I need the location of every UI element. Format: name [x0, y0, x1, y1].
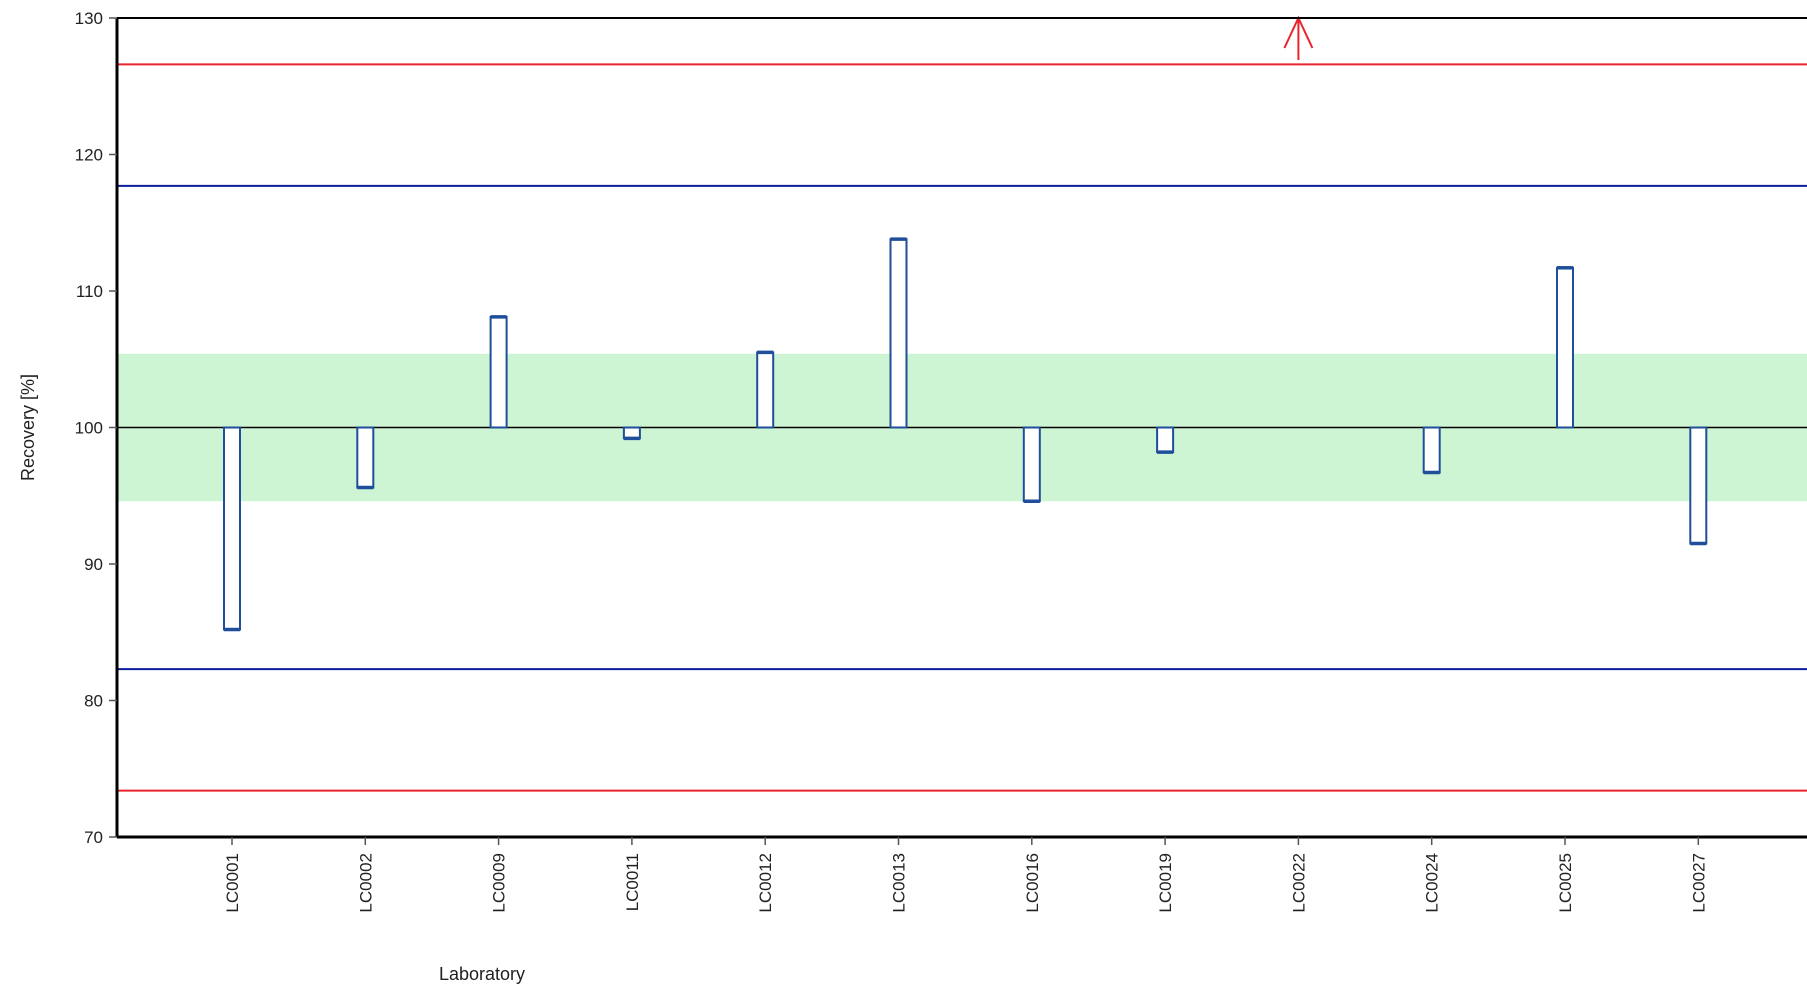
limit-lines-layer: [117, 63, 1807, 792]
x-tick-label-LC0002: LC0002: [356, 853, 375, 913]
x-tick-label-LC0019: LC0019: [1156, 853, 1175, 913]
x-tick-label-LC0024: LC0024: [1423, 853, 1442, 913]
bar-LC0012: [756, 351, 775, 429]
x-tick-label-LC0012: LC0012: [756, 853, 775, 913]
bar-LC0024: [1422, 426, 1441, 474]
y-tick-label-80: 80: [84, 692, 103, 711]
axes-layer: [109, 17, 1807, 845]
x-tick-label-LC0009: LC0009: [490, 853, 509, 913]
x-tick-label-LC0016: LC0016: [1023, 853, 1042, 913]
x-tick-label-LC0011: LC0011: [623, 853, 642, 911]
bar-LC0002: [356, 426, 375, 489]
bar-LC0027: [1689, 426, 1708, 545]
bar-LC0001: [223, 426, 241, 631]
y-tick-label-90: 90: [84, 555, 103, 574]
y-tick-label-100: 100: [75, 419, 103, 438]
bar-LC0009: [489, 315, 508, 429]
y-tick-label-120: 120: [75, 146, 103, 165]
bar-LC0016: [1022, 426, 1041, 503]
y-tick-label-130: 130: [75, 9, 103, 28]
off-scale-arrow-LC0022: [1283, 15, 1314, 60]
bar-LC0019: [1156, 426, 1175, 454]
y-axis-title: Recovery [%]: [18, 374, 38, 481]
bars-layer: [223, 15, 1708, 632]
y-tick-label-110: 110: [76, 282, 103, 301]
x-tick-label-LC0013: LC0013: [890, 853, 909, 913]
x-tick-label-LC0027: LC0027: [1689, 853, 1708, 913]
bar-LC0013: [889, 238, 908, 429]
x-tick-label-LC0022: LC0022: [1289, 853, 1308, 913]
y-tick-label-70: 70: [84, 828, 103, 847]
x-axis-title: Laboratory: [439, 964, 525, 984]
x-tick-label-LC0025: LC0025: [1556, 853, 1575, 913]
x-tick-label-LC0001: LC0001: [223, 853, 242, 913]
labels-layer: 70 80 90 100 110 120 130 LC0001 LC0002 LC0009 LC00…: [75, 9, 1709, 913]
bar-LC0025: [1556, 266, 1574, 429]
